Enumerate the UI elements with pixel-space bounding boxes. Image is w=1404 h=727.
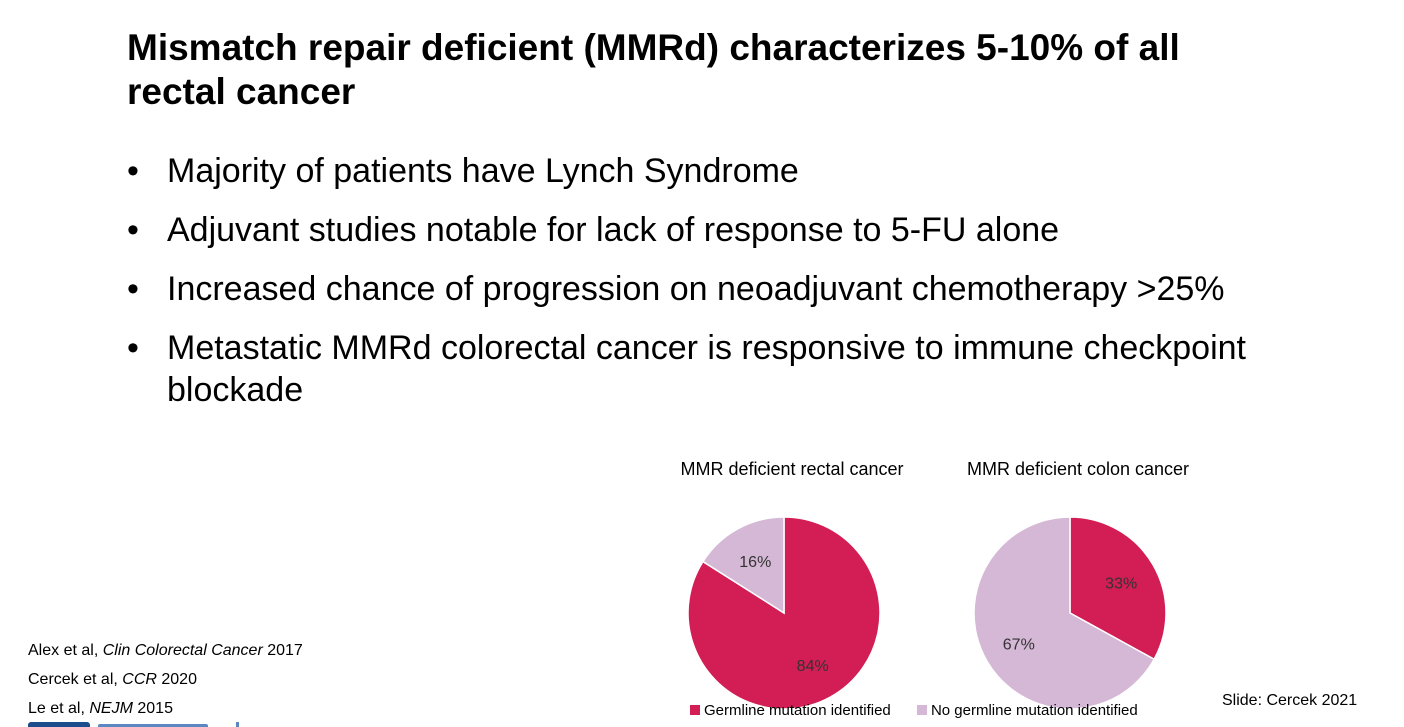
- slice-label: 67%: [1003, 636, 1035, 653]
- pie-slice: [687, 516, 881, 710]
- bullet-text: Adjuvant studies notable for lack of res…: [167, 211, 1060, 249]
- bullet-item: • Metastatic MMRd colorectal cancer is r…: [127, 327, 1377, 411]
- slice-label: 16%: [739, 554, 771, 571]
- ref-authors: Cercek et al,: [28, 671, 123, 688]
- legend-item: Germline mutation identified: [690, 702, 891, 720]
- chart-title: MMR deficient rectal cancer: [680, 459, 904, 479]
- bullet-list: • Majority of patients have Lynch Syndro…: [127, 150, 1377, 428]
- ref-authors: Le et al,: [28, 700, 90, 717]
- slide-title: Mismatch repair deficient (MMRd) charact…: [127, 27, 1180, 112]
- bullet-dot-icon: •: [127, 211, 139, 249]
- bullet-dot-icon: •: [127, 152, 139, 190]
- reference-line: Cercek et al, CCR 2020: [28, 665, 303, 694]
- pie-plot: 84% 16%: [687, 516, 881, 710]
- logo-icon: [24, 718, 264, 727]
- bullet-text: Majority of patients have Lynch Syndrome: [167, 152, 799, 190]
- slice-label: 84%: [797, 658, 829, 675]
- ref-year: 2020: [156, 671, 197, 688]
- colon-pie-chart: MMR deficient colon cancer 33% 67%: [948, 458, 1208, 710]
- bullet-text: Increased chance of progression on neoad…: [167, 270, 1225, 308]
- pie-slice: [973, 516, 1156, 710]
- ref-year: 2015: [132, 700, 173, 717]
- legend-swatch: [916, 705, 927, 715]
- ref-journal: CCR: [122, 671, 157, 688]
- pie-plot: 33% 67%: [973, 516, 1167, 710]
- ref-authors: Alex et al,: [28, 642, 103, 659]
- bullet-item: • Adjuvant studies notable for lack of r…: [127, 209, 1377, 251]
- pie-slice: [1069, 516, 1167, 661]
- references: Alex et al, Clin Colorectal Cancer 2017 …: [28, 636, 303, 723]
- ref-journal: Clin Colorectal Cancer: [102, 642, 263, 659]
- legend-item: No germline mutation identified: [916, 702, 1138, 720]
- bullet-item: • Increased chance of progression on neo…: [127, 268, 1377, 310]
- legend-label: Germline mutation identified: [704, 702, 891, 719]
- bullet-dot-icon: •: [127, 270, 139, 308]
- slide-credit: Slide: Cercek 2021: [1222, 692, 1358, 709]
- ref-journal: NEJM: [89, 700, 133, 717]
- legend-label: No germline mutation identified: [930, 702, 1138, 719]
- chart-legend: Germline mutation identified No germline…: [690, 702, 1160, 720]
- chart-title: MMR deficient colon cancer: [966, 459, 1190, 479]
- pie-slice: [701, 516, 785, 615]
- ref-year: 2017: [262, 642, 303, 659]
- legend-swatch: [690, 705, 700, 715]
- reference-line: Le et al, NEJM 2015: [28, 694, 303, 723]
- bullet-text: Metastatic MMRd colorectal cancer is res…: [167, 329, 1246, 409]
- rectal-pie-chart: MMR deficient rectal cancer 84% 16%: [662, 458, 922, 710]
- reference-line: Alex et al, Clin Colorectal Cancer 2017: [28, 636, 303, 665]
- bullet-dot-icon: •: [127, 329, 139, 367]
- bullet-item: • Majority of patients have Lynch Syndro…: [127, 150, 1377, 192]
- slice-label: 33%: [1105, 576, 1137, 593]
